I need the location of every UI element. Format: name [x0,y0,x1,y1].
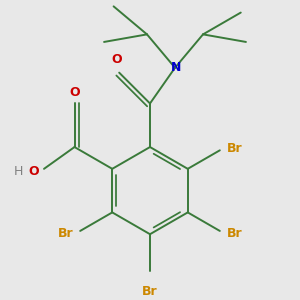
Text: Br: Br [227,142,242,154]
Text: O: O [112,53,122,66]
Text: Br: Br [58,227,73,240]
Text: O: O [29,165,39,178]
Text: H: H [14,165,23,178]
Text: O: O [69,86,80,99]
Text: N: N [171,61,181,74]
Text: Br: Br [142,285,158,298]
Text: Br: Br [227,227,242,240]
